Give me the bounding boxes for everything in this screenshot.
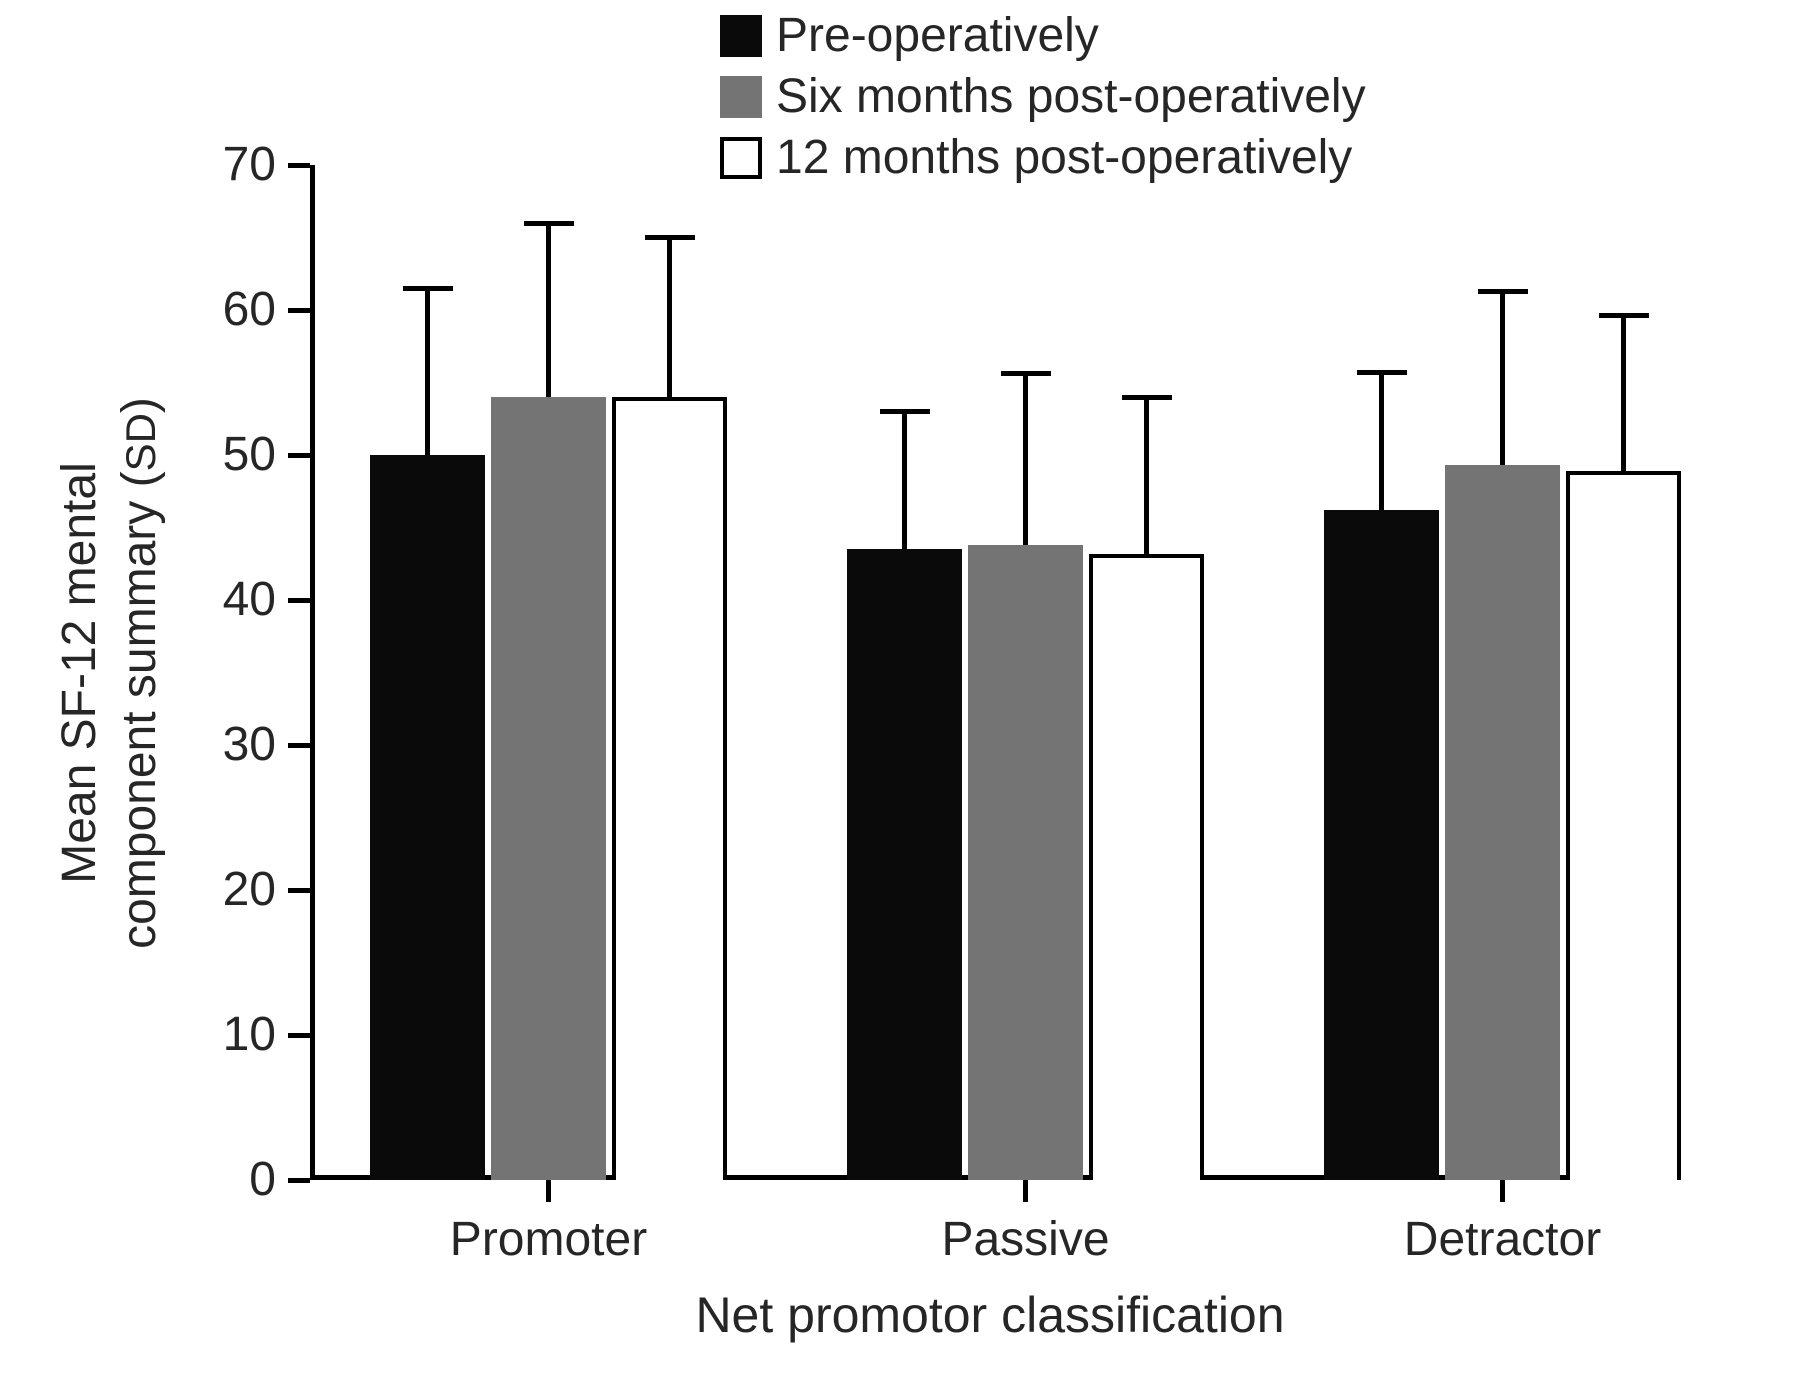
legend-item: Pre-operatively xyxy=(720,8,1366,63)
bar xyxy=(1324,510,1439,1180)
bar xyxy=(1566,471,1681,1180)
error-bar-cap xyxy=(880,409,930,414)
y-tick-label: 10 xyxy=(196,1007,276,1062)
y-axis-title-line2-sd: SD xyxy=(117,413,164,471)
y-axis-title-line2-suffix: ) xyxy=(113,397,166,413)
error-bar-stem xyxy=(546,223,551,397)
error-bar-stem xyxy=(1621,316,1626,471)
error-bar-cap xyxy=(1599,313,1649,318)
bar xyxy=(612,397,727,1180)
y-tick xyxy=(288,163,310,168)
error-bar-stem xyxy=(1144,397,1149,554)
error-bar-cap xyxy=(524,221,574,226)
error-bar-cap xyxy=(1001,371,1051,376)
x-category-label: Passive xyxy=(941,1212,1109,1267)
bar xyxy=(968,545,1083,1180)
error-bar-stem xyxy=(425,288,430,455)
x-category-label: Detractor xyxy=(1404,1212,1601,1267)
y-tick-label: 70 xyxy=(196,137,276,192)
y-tick xyxy=(288,743,310,748)
legend-swatch xyxy=(720,76,762,118)
legend-item: Six months post-operatively xyxy=(720,69,1366,124)
legend-swatch xyxy=(720,15,762,57)
error-bar-stem xyxy=(1500,291,1505,465)
x-tick xyxy=(1500,1180,1505,1202)
bar xyxy=(491,397,606,1180)
bar xyxy=(370,455,485,1180)
bar xyxy=(1445,465,1560,1180)
error-bar-stem xyxy=(1379,372,1384,510)
error-bar-cap xyxy=(1357,370,1407,375)
y-tick xyxy=(288,1178,310,1183)
y-tick-label: 60 xyxy=(196,282,276,337)
error-bar-cap xyxy=(645,235,695,240)
y-axis-title: Mean SF-12 mental component summary (SD) xyxy=(50,397,170,949)
y-tick xyxy=(288,888,310,893)
y-tick xyxy=(288,453,310,458)
x-axis-title: Net promotor classification xyxy=(695,1286,1284,1344)
x-category-label: Promoter xyxy=(450,1212,647,1267)
legend-label: Pre-operatively xyxy=(776,8,1099,63)
y-tick-label: 20 xyxy=(196,862,276,917)
x-tick xyxy=(546,1180,551,1202)
error-bar-stem xyxy=(902,412,907,550)
bar xyxy=(1089,554,1204,1180)
y-tick-label: 30 xyxy=(196,717,276,772)
y-tick xyxy=(288,308,310,313)
y-tick-label: 0 xyxy=(196,1152,276,1207)
y-tick xyxy=(288,598,310,603)
error-bar-cap xyxy=(1122,395,1172,400)
y-axis-title-line2-prefix: component summary ( xyxy=(113,471,166,949)
x-tick xyxy=(1023,1180,1028,1202)
error-bar-stem xyxy=(1023,374,1028,545)
error-bar-stem xyxy=(667,238,672,398)
y-axis-title-line1: Mean SF-12 mental xyxy=(53,462,106,884)
chart-container: Pre-operatively Six months post-operative… xyxy=(0,0,1800,1397)
y-tick-label: 50 xyxy=(196,427,276,482)
legend: Pre-operatively Six months post-operative… xyxy=(720,8,1366,185)
y-tick xyxy=(288,1033,310,1038)
error-bar-cap xyxy=(1478,289,1528,294)
plot-area xyxy=(310,165,1670,1180)
legend-label: Six months post-operatively xyxy=(776,69,1366,124)
y-tick-label: 40 xyxy=(196,572,276,627)
error-bar-cap xyxy=(403,286,453,291)
bar xyxy=(847,549,962,1180)
y-axis-line xyxy=(310,165,315,1180)
